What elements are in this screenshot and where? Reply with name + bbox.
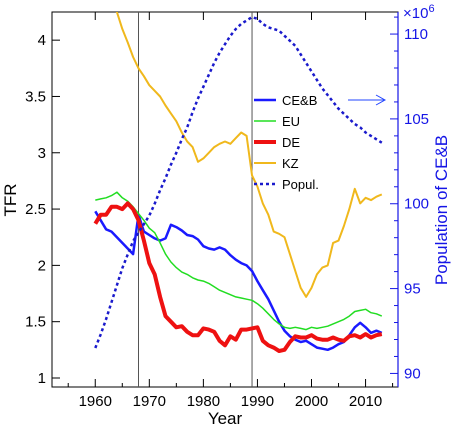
- legend-label: CE&B: [282, 93, 317, 108]
- x-tick-label: 1990: [241, 393, 274, 410]
- legend-label: EU: [282, 114, 300, 129]
- y-axis-title: TFR: [1, 183, 20, 216]
- y2-multiplier-label: ×106: [403, 3, 435, 22]
- legend-label: DE: [282, 135, 300, 150]
- reference-lines: [138, 12, 253, 387]
- y-tick-label: 3: [38, 145, 46, 162]
- y2-axis-title: Population of CE&B: [432, 135, 451, 285]
- x-tick-label: 1970: [133, 393, 166, 410]
- axis-ticks: 1960 1970 1980 1990 2000 2010 1 1.5 2 2.5 3 3.5 4 90 9…: [25, 12, 429, 410]
- data-series: [93, 12, 383, 353]
- legend-label: KZ: [282, 156, 299, 171]
- series-line-kz: [115, 12, 383, 298]
- legend: CE&B EU DE KZ Popul.: [254, 93, 319, 192]
- x-axis-title: Year: [208, 409, 243, 428]
- series-line-eu: [95, 191, 383, 331]
- y-tick-label: 2.5: [25, 201, 46, 218]
- y-tick-label: 4: [38, 32, 46, 49]
- y2-tick-label: 95: [404, 281, 421, 298]
- x-tick-label: 1980: [187, 393, 220, 410]
- x-tick-label: 2010: [349, 393, 382, 410]
- y2-tick-label: 90: [404, 365, 421, 382]
- x-tick-label: 2000: [295, 393, 328, 410]
- legend-label: Popul.: [282, 177, 319, 192]
- legend-arrow: [348, 94, 387, 106]
- y-tick-label: 1.5: [25, 314, 46, 331]
- y-tick-label: 2: [38, 257, 46, 274]
- series-line-ce-b: [94, 210, 383, 352]
- y2-tick-label: 110: [404, 26, 428, 43]
- y2-tick-label: 100: [404, 196, 429, 213]
- series-line-popul-: [94, 15, 383, 349]
- plot-frame: [51, 11, 399, 388]
- series-line-de: [93, 201, 383, 353]
- y-tick-label: 1: [38, 370, 46, 387]
- y2-tick-label: 105: [404, 111, 429, 128]
- y-tick-label: 3.5: [25, 88, 46, 105]
- x-tick-label: 1960: [79, 393, 112, 410]
